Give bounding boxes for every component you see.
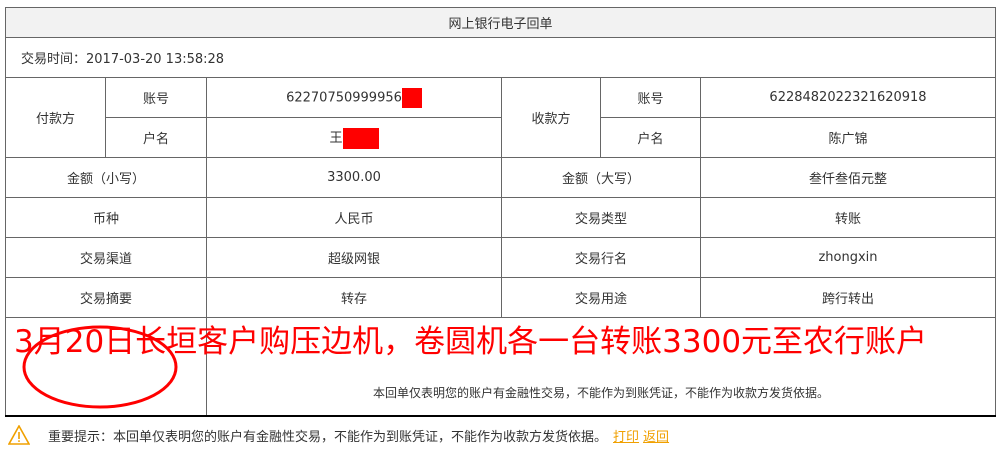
field-label: 交易行名: [501, 237, 701, 278]
field-label: 交易摘要: [5, 277, 207, 318]
back-link[interactable]: 返回: [643, 429, 670, 445]
field-label: 金额（大写）: [501, 157, 701, 198]
seal-cell: [5, 317, 207, 417]
field-value: zhongxin: [700, 237, 996, 278]
payer-account: 62270750999956: [206, 77, 502, 118]
notice-text: 重要提示：本回单仅表明您的账户有金融性交易，不能作为到账凭证，不能作为收款方发货…: [48, 429, 608, 445]
field-value: 转账: [700, 197, 996, 238]
field-value: 转存: [206, 277, 502, 318]
payer-name: 王: [206, 117, 502, 158]
receipt-note: 本回单仅表明您的账户有金融性交易，不能作为到账凭证，不能作为收款方发货依据。: [206, 317, 996, 417]
payee-account: 6228482022321620918: [700, 77, 996, 118]
payee-label: 收款方: [501, 77, 601, 158]
payer-label: 付款方: [5, 77, 106, 158]
receipt-table: 网上银行电子回单 交易时间：2017-03-20 13:58:28 付款方 账号…: [5, 7, 996, 417]
field-value: 超级网银: [206, 237, 502, 278]
field-label: 交易渠道: [5, 237, 207, 278]
print-link[interactable]: 打印: [613, 429, 640, 445]
payer-name-value: 王: [329, 130, 343, 146]
field-label: 金额（小写）: [5, 157, 207, 198]
field-label: 币种: [5, 197, 207, 238]
payer-account-label: 账号: [105, 77, 207, 118]
field-value: 叁仟叁佰元整: [700, 157, 996, 198]
payer-name-label: 户名: [105, 117, 207, 158]
notice-bar: 重要提示：本回单仅表明您的账户有金融性交易，不能作为到账凭证，不能作为收款方发货…: [8, 425, 669, 445]
warning-icon: [8, 425, 30, 445]
payee-account-label: 账号: [600, 77, 701, 118]
field-value: 跨行转出: [700, 277, 996, 318]
payer-account-value: 62270750999956: [286, 90, 402, 105]
field-label: 交易类型: [501, 197, 701, 238]
field-value: 3300.00: [206, 157, 502, 198]
redaction-box: [401, 87, 422, 108]
field-value: 人民币: [206, 197, 502, 238]
receipt-title: 网上银行电子回单: [5, 7, 996, 38]
field-label: 交易用途: [501, 277, 701, 318]
payee-name-label: 户名: [600, 117, 701, 158]
transaction-time: 交易时间：2017-03-20 13:58:28: [5, 37, 996, 78]
redaction-box: [342, 127, 379, 149]
payee-name: 陈广锦: [700, 117, 996, 158]
